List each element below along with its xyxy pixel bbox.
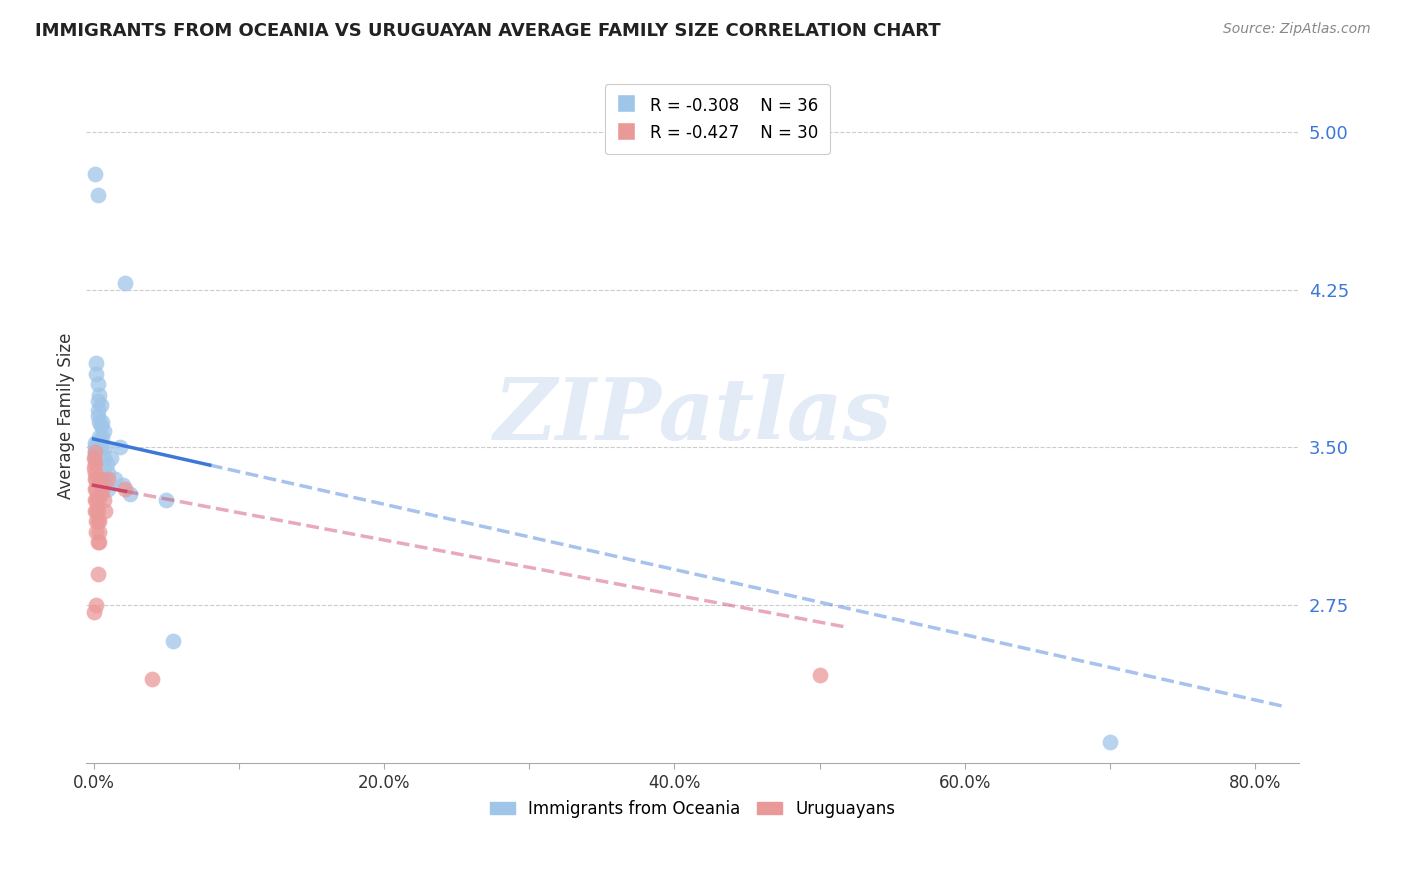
Point: [97, 466, 120, 480]
Point: [87, 503, 110, 517]
Point: [114, 277, 136, 291]
Point: [86, 514, 108, 528]
Point: [808, 667, 831, 681]
Point: [114, 483, 136, 497]
Point: [87, 377, 110, 392]
Point: [86, 503, 108, 517]
Point: [83, 450, 105, 465]
Point: [108, 441, 131, 455]
Point: [84, 436, 107, 450]
Point: [96, 457, 118, 471]
Text: IMMIGRANTS FROM OCEANIA VS URUGUAYAN AVERAGE FAMILY SIZE CORRELATION CHART: IMMIGRANTS FROM OCEANIA VS URUGUAYAN AVE…: [35, 22, 941, 40]
Point: [89, 430, 111, 444]
Point: [84, 503, 107, 517]
Y-axis label: Average Family Size: Average Family Size: [58, 333, 75, 499]
Point: [94, 472, 117, 486]
Point: [155, 493, 177, 508]
Point: [87, 187, 110, 202]
Point: [118, 486, 141, 500]
Point: [104, 472, 127, 486]
Text: ZIPatlas: ZIPatlas: [494, 374, 891, 458]
Point: [86, 367, 108, 381]
Point: [84, 167, 107, 181]
Point: [89, 524, 111, 539]
Point: [84, 444, 107, 458]
Point: [84, 472, 107, 486]
Point: [162, 634, 184, 648]
Point: [84, 441, 107, 455]
Point: [97, 483, 120, 497]
Point: [90, 472, 112, 486]
Text: Source: ZipAtlas.com: Source: ZipAtlas.com: [1223, 22, 1371, 37]
Point: [91, 483, 114, 497]
Point: [89, 415, 111, 429]
Point: [86, 356, 108, 370]
Point: [1099, 735, 1122, 749]
Point: [84, 493, 107, 508]
Point: [87, 394, 110, 409]
Point: [87, 514, 110, 528]
Point: [90, 419, 112, 434]
Point: [84, 466, 107, 480]
Legend: Immigrants from Oceania, Uruguayans: Immigrants from Oceania, Uruguayans: [484, 793, 903, 824]
Point: [141, 672, 163, 686]
Point: [84, 483, 107, 497]
Point: [83, 461, 105, 475]
Point: [94, 441, 117, 455]
Point: [87, 566, 110, 581]
Point: [86, 599, 108, 613]
Point: [93, 424, 115, 438]
Point: [87, 535, 110, 549]
Point: [100, 450, 122, 465]
Point: [91, 430, 114, 444]
Point: [87, 493, 110, 508]
Point: [86, 493, 108, 508]
Point: [87, 402, 110, 417]
Point: [86, 483, 108, 497]
Point: [90, 398, 112, 412]
Point: [94, 503, 117, 517]
Point: [89, 388, 111, 402]
Point: [91, 415, 114, 429]
Point: [89, 535, 111, 549]
Point: [86, 524, 108, 539]
Point: [83, 605, 105, 619]
Point: [84, 450, 107, 465]
Point: [89, 514, 111, 528]
Point: [90, 486, 112, 500]
Point: [90, 441, 112, 455]
Point: [111, 478, 134, 492]
Point: [93, 493, 115, 508]
Point: [97, 472, 120, 486]
Point: [84, 444, 107, 458]
Point: [93, 450, 115, 465]
Point: [83, 457, 105, 471]
Point: [84, 472, 107, 486]
Point: [87, 409, 110, 423]
